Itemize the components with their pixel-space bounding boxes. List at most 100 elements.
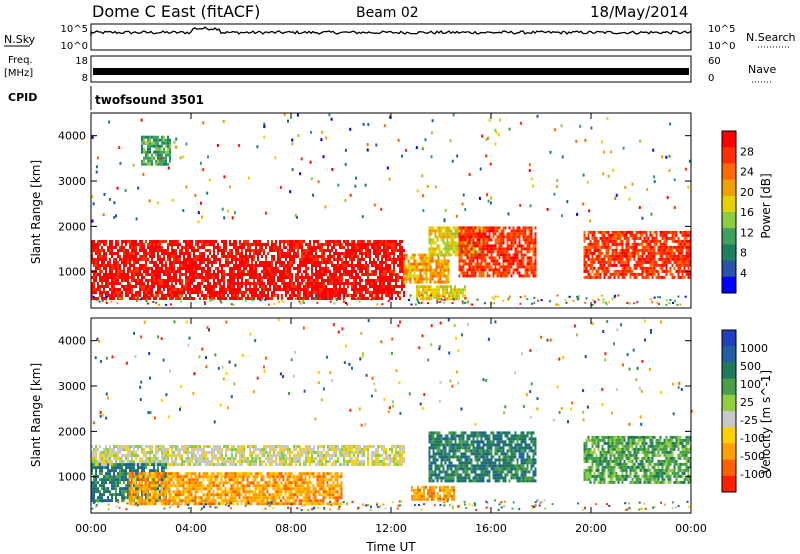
cell	[189, 246, 191, 249]
cell	[275, 282, 277, 285]
cell	[464, 229, 467, 233]
cell	[637, 272, 640, 276]
cell	[353, 258, 355, 261]
cell	[171, 249, 173, 252]
cell	[663, 239, 666, 243]
cell	[520, 244, 523, 248]
cell	[95, 264, 97, 267]
cell	[502, 268, 505, 272]
cell	[165, 159, 167, 163]
cell	[335, 291, 337, 294]
cell	[275, 264, 277, 267]
cell	[389, 285, 391, 288]
cell	[504, 256, 507, 260]
cell	[259, 282, 261, 285]
sparse-cell	[231, 216, 234, 220]
ground-cell	[387, 300, 390, 302]
cell	[649, 272, 652, 276]
cell	[97, 255, 99, 258]
ground-cell	[476, 298, 479, 301]
cell	[131, 243, 133, 246]
cell	[305, 243, 307, 246]
cell	[629, 233, 632, 237]
cell	[167, 273, 169, 276]
cell	[409, 280, 412, 284]
cell	[454, 253, 457, 257]
cell	[109, 288, 111, 291]
cell	[247, 258, 249, 261]
cell	[151, 457, 153, 460]
cell	[147, 288, 149, 291]
cell	[309, 285, 311, 288]
ground-cell	[524, 295, 527, 298]
cell	[428, 238, 431, 242]
cell	[530, 262, 533, 266]
cell	[641, 251, 644, 255]
cell	[193, 273, 195, 276]
sparse-cell	[430, 155, 433, 159]
cell	[279, 261, 281, 264]
cell	[323, 255, 325, 258]
nsky-trace	[90, 26, 692, 36]
cell	[357, 297, 359, 300]
cell	[464, 288, 466, 292]
cell	[444, 253, 447, 257]
cell	[289, 240, 291, 243]
cell	[197, 276, 199, 279]
cell	[169, 463, 171, 466]
cell	[428, 241, 431, 245]
sparse-cell	[182, 209, 185, 212]
ground-cell	[592, 299, 595, 302]
cell	[502, 232, 505, 236]
cell	[339, 255, 341, 258]
cell	[595, 239, 598, 243]
cell	[470, 271, 473, 275]
cell	[165, 460, 167, 463]
cell	[193, 288, 195, 291]
cell	[665, 230, 668, 234]
cell	[623, 263, 626, 267]
cell	[303, 252, 305, 255]
cell	[476, 226, 479, 230]
cell	[454, 294, 456, 298]
cell	[472, 250, 475, 254]
cell	[107, 454, 109, 457]
cell	[279, 273, 281, 276]
cell	[137, 252, 139, 255]
ground-cell	[564, 299, 567, 302]
cell	[187, 258, 189, 261]
cell	[139, 258, 141, 261]
cell	[249, 282, 251, 285]
cell	[151, 445, 153, 448]
ground-cell	[407, 298, 410, 301]
cell	[301, 258, 303, 261]
cell	[671, 239, 674, 243]
cell	[235, 294, 237, 297]
cell	[435, 265, 438, 269]
cell	[189, 240, 191, 243]
cell	[615, 230, 618, 234]
cell	[175, 240, 177, 243]
cell	[135, 255, 137, 258]
plot-title: Dome C East (fitACF)	[92, 2, 260, 21]
cell	[361, 249, 363, 252]
cell	[167, 270, 169, 273]
cell	[159, 240, 161, 243]
cell	[375, 267, 377, 270]
cell	[615, 233, 618, 237]
cell	[611, 257, 614, 261]
cell	[373, 291, 375, 294]
cell	[249, 285, 251, 288]
ground-cell	[605, 303, 608, 306]
cell	[647, 269, 650, 273]
cell	[466, 250, 469, 254]
cell	[385, 261, 387, 264]
cell	[603, 236, 606, 240]
cell	[123, 246, 125, 249]
cell	[157, 294, 159, 297]
cell	[478, 235, 481, 239]
cell	[291, 279, 293, 282]
cell	[331, 255, 333, 258]
cell	[281, 288, 283, 291]
sparse-cell	[223, 175, 226, 179]
